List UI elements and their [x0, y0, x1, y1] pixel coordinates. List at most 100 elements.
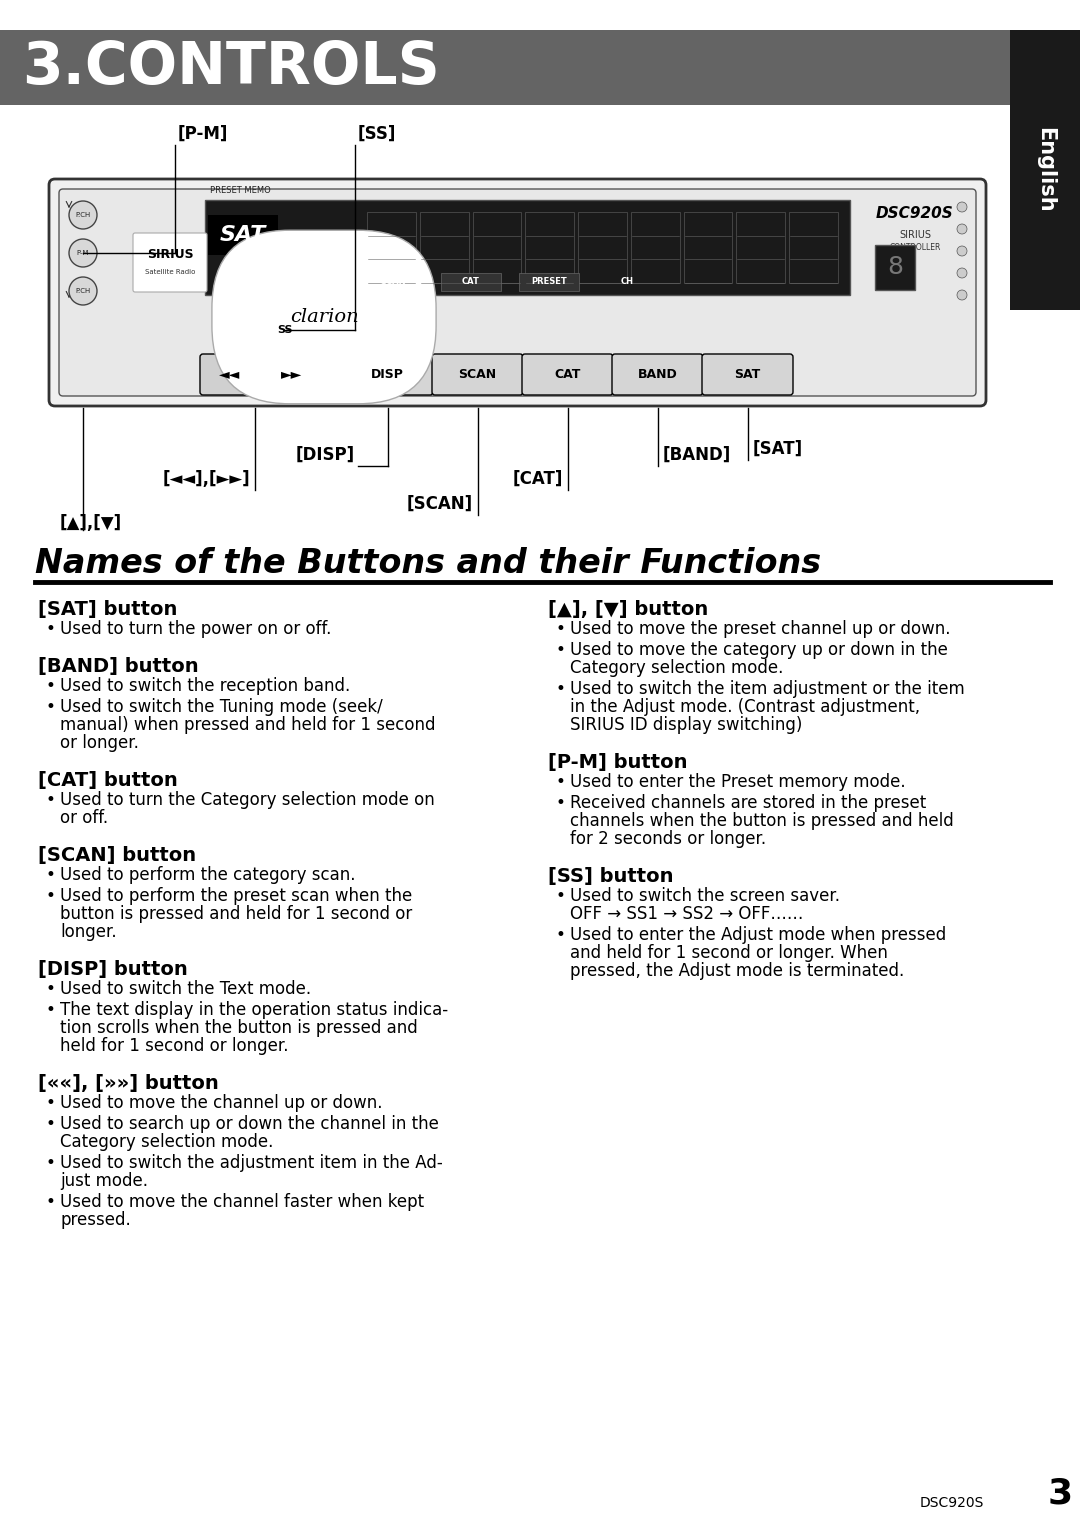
Text: Used to switch the screen saver.: Used to switch the screen saver. [570, 887, 840, 905]
Text: Used to move the channel up or down.: Used to move the channel up or down. [60, 1095, 382, 1112]
Text: Satellite Radio: Satellite Radio [145, 269, 195, 275]
FancyBboxPatch shape [200, 355, 261, 394]
Text: Category selection mode.: Category selection mode. [60, 1133, 273, 1151]
Text: SAT: SAT [220, 225, 266, 245]
Text: SIRIUS ID display switching): SIRIUS ID display switching) [570, 716, 802, 734]
Text: in the Adjust mode. (Contrast adjustment,: in the Adjust mode. (Contrast adjustment… [570, 699, 920, 716]
Bar [684, 213, 732, 283]
Text: Used to switch the item adjustment or the item: Used to switch the item adjustment or th… [570, 680, 964, 699]
Text: •: • [46, 865, 56, 884]
Text: channels when the button is pressed and held: channels when the button is pressed and … [570, 812, 954, 830]
Text: DSC920S: DSC920S [876, 205, 954, 220]
Bar [1010, 31, 1080, 310]
FancyBboxPatch shape [59, 190, 976, 396]
Text: •: • [556, 641, 566, 659]
Bar [631, 213, 679, 283]
Text: [««], [»»] button: [««], [»»] button [38, 1073, 219, 1093]
Text: •: • [46, 980, 56, 998]
Text: clarion: clarion [289, 307, 359, 326]
Circle shape [69, 200, 97, 229]
Text: •: • [46, 699, 56, 716]
Text: SAT: SAT [734, 368, 760, 381]
Text: button is pressed and held for 1 second or: button is pressed and held for 1 second … [60, 905, 413, 924]
Text: Used to perform the category scan.: Used to perform the category scan. [60, 865, 355, 884]
Text: pressed, the Adjust mode is terminated.: pressed, the Adjust mode is terminated. [570, 962, 904, 980]
Text: [SS]: [SS] [357, 125, 396, 144]
FancyBboxPatch shape [522, 355, 613, 394]
Text: PRESET: PRESET [531, 277, 567, 286]
Text: OFF → SS1 → SS2 → OFF……: OFF → SS1 → SS2 → OFF…… [570, 905, 804, 924]
Bar [473, 213, 522, 283]
Circle shape [957, 246, 967, 255]
Text: ► SAT 1: ► SAT 1 [285, 257, 318, 266]
FancyBboxPatch shape [262, 355, 323, 394]
Text: Used to turn the Category selection mode on: Used to turn the Category selection mode… [60, 790, 435, 809]
Text: •: • [556, 887, 566, 905]
Text: P.CH: P.CH [76, 213, 91, 219]
Text: or longer.: or longer. [60, 734, 139, 752]
Text: Used to turn the power on or off.: Used to turn the power on or off. [60, 619, 332, 638]
Text: Used to switch the Tuning mode (seek/: Used to switch the Tuning mode (seek/ [60, 699, 382, 716]
Text: [SCAN]: [SCAN] [406, 495, 473, 514]
Text: •: • [46, 1095, 56, 1112]
Text: Used to move the category up or down in the: Used to move the category up or down in … [570, 641, 948, 659]
Text: [▲],[▼]: [▲],[▼] [60, 514, 122, 532]
Bar [367, 213, 416, 283]
Text: •: • [46, 1193, 56, 1211]
Text: SS: SS [278, 326, 293, 335]
FancyBboxPatch shape [342, 355, 433, 394]
Text: ADJ: ADJ [227, 313, 241, 323]
Text: [◄◄],[►►]: [◄◄],[►►] [162, 469, 249, 488]
Text: PRESET MEMO: PRESET MEMO [210, 187, 271, 196]
Text: •: • [556, 927, 566, 943]
Text: •: • [46, 1154, 56, 1173]
Circle shape [957, 202, 967, 213]
Text: ► SAT 3: ► SAT 3 [285, 289, 318, 298]
Bar [205, 200, 850, 295]
Text: P-M: P-M [77, 251, 90, 255]
Text: [BAND] button: [BAND] button [38, 657, 199, 676]
Circle shape [957, 225, 967, 234]
Text: 8: 8 [887, 255, 903, 278]
Text: [▲], [▼] button: [▲], [▼] button [548, 599, 708, 619]
Text: Used to switch the adjustment item in the Ad-: Used to switch the adjustment item in th… [60, 1154, 443, 1173]
Text: Used to search up or down the channel in the: Used to search up or down the channel in… [60, 1115, 438, 1133]
Text: [DISP] button: [DISP] button [38, 960, 188, 979]
Text: The text display in the operation status indica-: The text display in the operation status… [60, 1001, 448, 1018]
Text: •: • [556, 680, 566, 699]
Bar [519, 274, 579, 291]
Text: [SAT]: [SAT] [753, 440, 802, 459]
Text: Received channels are stored in the preset: Received channels are stored in the pres… [570, 794, 927, 812]
Text: or off.: or off. [60, 809, 108, 827]
Bar [875, 245, 915, 291]
Text: •: • [46, 619, 56, 638]
Text: for 2 seconds or longer.: for 2 seconds or longer. [570, 830, 766, 849]
Text: •: • [46, 1001, 56, 1018]
Bar [363, 274, 423, 291]
Text: held for 1 second or longer.: held for 1 second or longer. [60, 1037, 288, 1055]
Text: SIRIUS: SIRIUS [899, 229, 931, 240]
Bar [420, 213, 469, 283]
Text: 3.CONTROLS: 3.CONTROLS [22, 40, 440, 96]
FancyBboxPatch shape [49, 179, 986, 407]
Bar [270, 320, 300, 339]
Bar [208, 216, 278, 255]
Text: manual) when pressed and held for 1 second: manual) when pressed and held for 1 seco… [60, 716, 435, 734]
Text: [SAT] button: [SAT] button [38, 599, 177, 619]
Text: Used to enter the Preset memory mode.: Used to enter the Preset memory mode. [570, 774, 906, 790]
Circle shape [69, 239, 97, 268]
Text: [CAT] button: [CAT] button [38, 771, 178, 790]
Text: SEARC: SEARC [227, 301, 252, 309]
Bar [737, 213, 785, 283]
Bar [789, 213, 838, 283]
Circle shape [957, 268, 967, 278]
Circle shape [957, 291, 967, 300]
Text: ►►: ►► [282, 367, 302, 382]
Text: Used to switch the reception band.: Used to switch the reception band. [60, 677, 350, 696]
Text: English: English [1035, 127, 1055, 213]
Text: Used to switch the Text mode.: Used to switch the Text mode. [60, 980, 311, 998]
Text: BAND: BAND [637, 368, 677, 381]
Text: [SCAN] button: [SCAN] button [38, 846, 197, 865]
FancyBboxPatch shape [432, 355, 523, 394]
Text: just mode.: just mode. [60, 1173, 148, 1190]
